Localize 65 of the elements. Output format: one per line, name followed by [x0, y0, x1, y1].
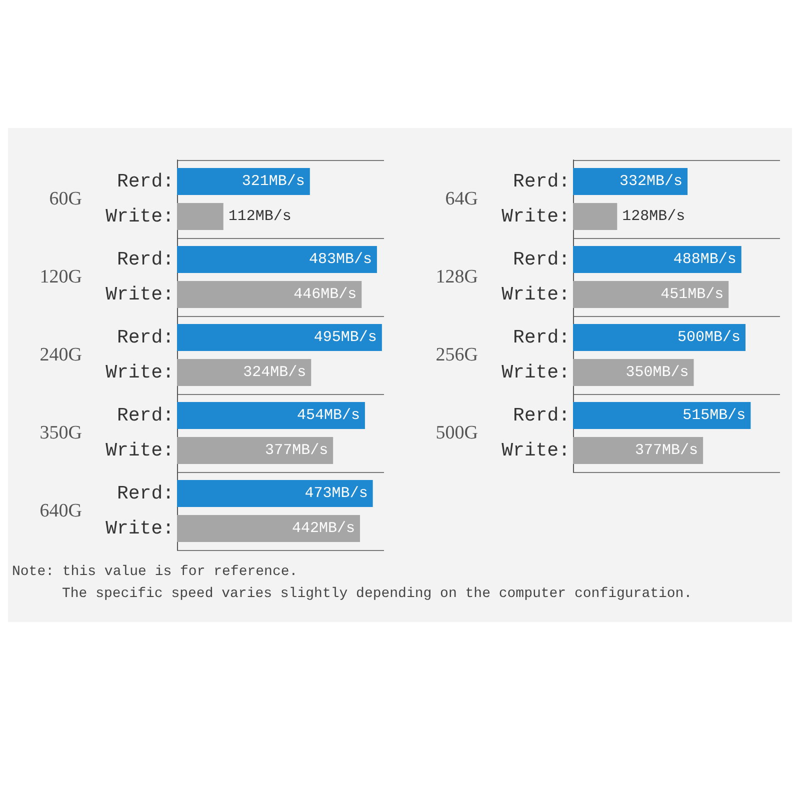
data-label: 495MB/s [314, 328, 377, 346]
bar [573, 402, 751, 429]
data-label: 377MB/s [265, 442, 328, 460]
bar [573, 168, 688, 195]
text: The specific speed varies slightly depending on the computer configuration. [61, 586, 694, 602]
bar [177, 402, 365, 429]
data-label: 112MB/s [228, 208, 292, 226]
bar [177, 246, 377, 273]
series-label: Write: [502, 206, 570, 228]
text: Rerd: [512, 326, 570, 348]
data-label: 324MB/s [243, 364, 306, 382]
data-label: 488MB/s [673, 250, 736, 268]
data-label: 332MB/s [620, 172, 683, 190]
data-label: 442MB/s [292, 520, 355, 538]
data-label: 483MB/s [308, 250, 372, 268]
bar [573, 324, 746, 351]
bar [573, 437, 704, 464]
y-tick-label: 60G [49, 188, 82, 210]
bar [177, 168, 310, 195]
series-label: Rerd: [116, 170, 174, 192]
bar [177, 480, 373, 507]
bar [573, 203, 618, 230]
data-label: 446MB/s [294, 286, 357, 304]
data-label: 515MB/s [682, 406, 746, 424]
text: Write: [106, 362, 174, 384]
data-label: 377MB/s [635, 442, 698, 460]
bar [573, 359, 694, 386]
series-label: Write: [106, 206, 174, 228]
bar [177, 515, 360, 542]
y-tick-label: 120G [40, 266, 82, 288]
data-label: 350MB/s [626, 364, 689, 382]
y-tick-label: 128G [436, 266, 478, 288]
y-tick-label: 240G [40, 344, 82, 366]
data-label: 454MB/s [296, 406, 360, 424]
text: Rerd: [512, 404, 570, 426]
bar [177, 281, 362, 308]
text: Rerd: [116, 248, 174, 270]
y-tick-label: 256G [436, 344, 478, 366]
text: Write: [106, 518, 174, 540]
bar [177, 324, 382, 351]
y-tick-label: 350G [40, 422, 82, 444]
y-tick-label: 64G [445, 188, 478, 210]
text: Write: [106, 284, 174, 306]
data-label: 128MB/s [622, 208, 686, 226]
y-tick-label: 500G [436, 422, 478, 444]
text: Write: [502, 440, 570, 462]
text: Rerd: [116, 482, 174, 504]
data-label: 451MB/s [660, 286, 724, 304]
bar [177, 359, 312, 386]
text: Rerd: [512, 248, 570, 270]
text: Rerd: [116, 326, 174, 348]
bar [573, 281, 729, 308]
text: Write: [502, 284, 570, 306]
data-label: 500MB/s [677, 328, 740, 346]
bar [573, 246, 742, 273]
series-label: Rerd: [512, 170, 570, 192]
data-label: 321MB/s [242, 172, 305, 190]
bar [177, 203, 224, 230]
text: Write: [502, 362, 570, 384]
text: Note: this value is for reference. [12, 564, 299, 580]
text: Write: [106, 440, 174, 462]
bar [177, 437, 334, 464]
data-label: 473MB/s [304, 484, 368, 502]
y-tick-label: 640G [40, 500, 82, 522]
text: Rerd: [116, 404, 174, 426]
